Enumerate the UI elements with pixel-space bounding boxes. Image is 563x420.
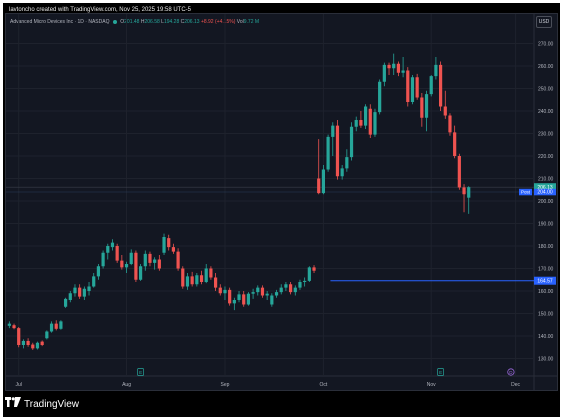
open-label: O — [120, 19, 125, 25]
volume-label: Vol — [236, 19, 244, 25]
high-label: H — [140, 19, 145, 25]
close-label: C — [180, 19, 185, 25]
symbol-legend: Advanced Micro Devices Inc · 1D · NASDAQ… — [10, 19, 259, 25]
tradingview-logo-icon — [5, 397, 21, 412]
tradingview-wordmark: TradingView — [24, 399, 80, 411]
open-value: 201.48 — [124, 19, 140, 25]
low-label: L — [161, 19, 164, 25]
low-value: 194.28 — [163, 19, 180, 25]
change-value: +8.92 (+4.15%) — [200, 19, 236, 25]
high-value: 206.58 — [144, 19, 160, 25]
chart-panel[interactable] — [5, 13, 558, 391]
symbol-title[interactable]: Advanced Micro Devices Inc · 1D · NASDAQ — [10, 19, 110, 25]
caption-text: lavtoncho created with TradingView.com, … — [9, 7, 191, 13]
tradingview-footer: TradingView — [5, 397, 79, 412]
market-status-icon — [112, 19, 117, 24]
volume-value: 9.72 M — [243, 19, 260, 25]
currency-button[interactable]: USD — [536, 16, 552, 28]
close-value: 206.13 — [184, 19, 200, 25]
